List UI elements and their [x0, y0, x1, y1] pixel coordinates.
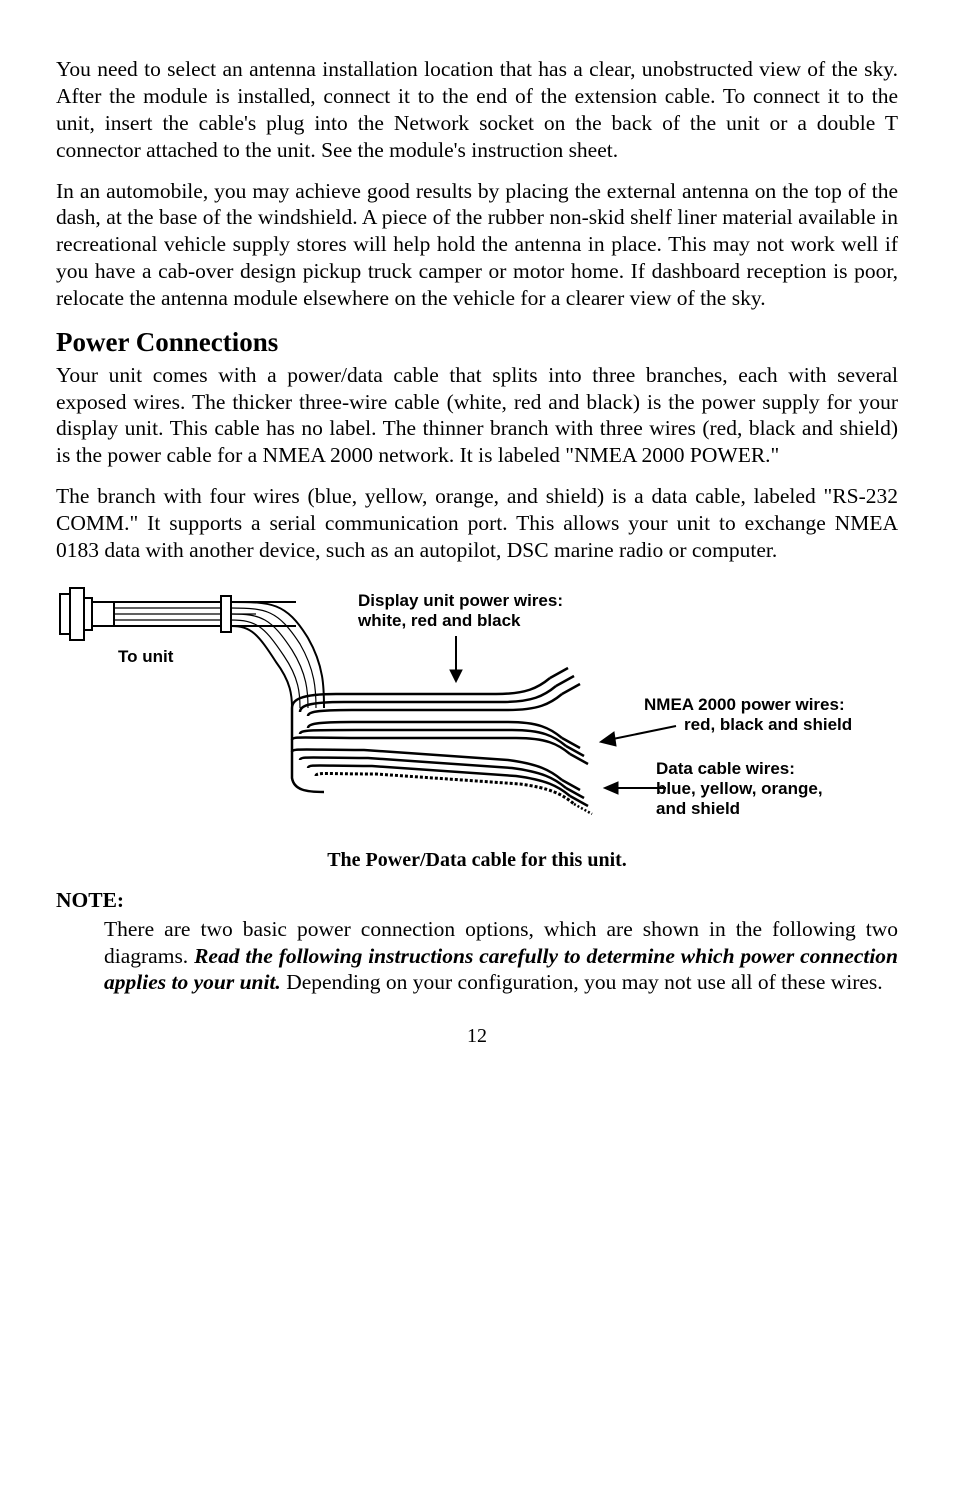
- diagram-label-display-1: Display unit power wires:: [358, 591, 563, 610]
- diagram-label-nmea-2: red, black and shield: [684, 715, 852, 734]
- cable-diagram: To unit Display unit power wires: white,…: [56, 578, 898, 844]
- body-paragraph: Your unit comes with a power/data cable …: [56, 362, 898, 470]
- body-paragraph: In an automobile, you may achieve good r…: [56, 178, 898, 312]
- diagram-label-display-2: white, red and black: [357, 611, 521, 630]
- note-heading: NOTE:: [56, 887, 898, 914]
- figure-caption: The Power/Data cable for this unit.: [56, 848, 898, 873]
- body-paragraph: The branch with four wires (blue, yellow…: [56, 483, 898, 564]
- diagram-label-data-3: and shield: [656, 799, 740, 818]
- diagram-label-nmea-1: NMEA 2000 power wires:: [644, 695, 845, 714]
- section-heading: Power Connections: [56, 326, 898, 360]
- body-paragraph: You need to select an antenna installati…: [56, 56, 898, 164]
- diagram-label-data-1: Data cable wires:: [656, 759, 795, 778]
- page-number: 12: [56, 1024, 898, 1049]
- diagram-label-data-2: blue, yellow, orange,: [656, 779, 823, 798]
- diagram-label-to-unit: To unit: [118, 647, 174, 666]
- note-body: There are two basic power connection opt…: [104, 916, 898, 997]
- note-text-post: Depending on your configuration, you may…: [281, 970, 883, 994]
